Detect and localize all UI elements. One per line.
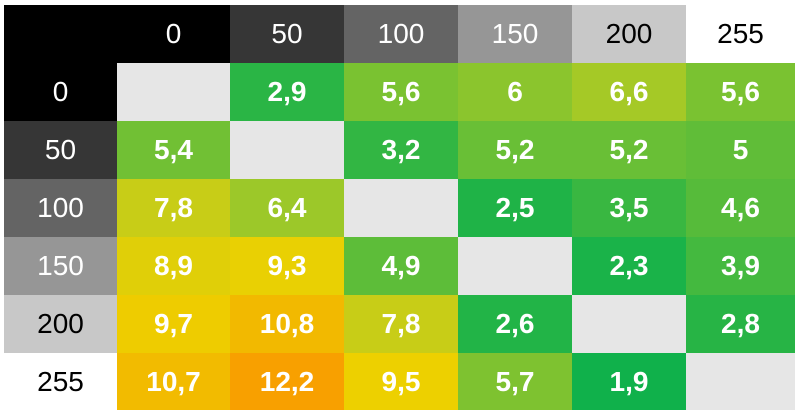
diagonal-cell [572, 295, 686, 353]
heatmap-cell: 3,2 [344, 121, 458, 179]
heatmap-cell: 6,6 [572, 63, 686, 121]
heatmap-cell: 2,6 [458, 295, 572, 353]
heatmap-cell: 4,9 [344, 237, 458, 295]
heatmap-cell: 5 [686, 121, 795, 179]
diagonal-cell [344, 179, 458, 237]
heatmap-cell: 6 [458, 63, 572, 121]
heatmap-cell: 2,8 [686, 295, 795, 353]
heatmap-cell: 1,9 [572, 353, 686, 410]
row-header-255: 255 [4, 353, 117, 410]
column-header-255: 255 [686, 5, 795, 63]
heatmap-cell: 2,9 [230, 63, 344, 121]
heatmap-cell: 12,2 [230, 353, 344, 410]
heatmap-cell: 4,6 [686, 179, 795, 237]
heatmap-cell: 5,2 [572, 121, 686, 179]
heatmap-cell: 3,9 [686, 237, 795, 295]
heatmap-cell: 9,5 [344, 353, 458, 410]
column-header-150: 150 [458, 5, 572, 63]
column-header-50: 50 [230, 5, 344, 63]
heatmap-grid: 0 50 100 150 200 255 0 2,9 5,6 6 6,6 5,6 50 5,4 3,2 5,2… [4, 5, 795, 410]
heatmap-cell: 5,4 [117, 121, 230, 179]
heatmap-cell: 10,7 [117, 353, 230, 410]
column-header-0: 0 [117, 5, 230, 63]
row-header-150: 150 [4, 237, 117, 295]
heatmap-cell: 10,8 [230, 295, 344, 353]
heatmap-cell: 5,7 [458, 353, 572, 410]
heatmap-cell: 5,6 [344, 63, 458, 121]
heatmap-cell: 8,9 [117, 237, 230, 295]
column-header-100: 100 [344, 5, 458, 63]
row-header-0: 0 [4, 63, 117, 121]
heatmap-cell: 2,5 [458, 179, 572, 237]
diagonal-cell [458, 237, 572, 295]
heatmap-cell: 6,4 [230, 179, 344, 237]
heatmap-cell: 2,3 [572, 237, 686, 295]
corner-cell [4, 5, 117, 63]
row-header-50: 50 [4, 121, 117, 179]
heatmap-cell: 5,6 [686, 63, 795, 121]
diagonal-cell [117, 63, 230, 121]
heatmap-cell: 9,3 [230, 237, 344, 295]
heatmap-cell: 9,7 [117, 295, 230, 353]
column-header-200: 200 [572, 5, 686, 63]
diagonal-cell [686, 353, 795, 410]
heatmap-cell: 3,5 [572, 179, 686, 237]
row-header-200: 200 [4, 295, 117, 353]
row-header-100: 100 [4, 179, 117, 237]
heatmap-cell: 7,8 [344, 295, 458, 353]
heatmap-cell: 5,2 [458, 121, 572, 179]
heatmap-cell: 7,8 [117, 179, 230, 237]
diagonal-cell [230, 121, 344, 179]
